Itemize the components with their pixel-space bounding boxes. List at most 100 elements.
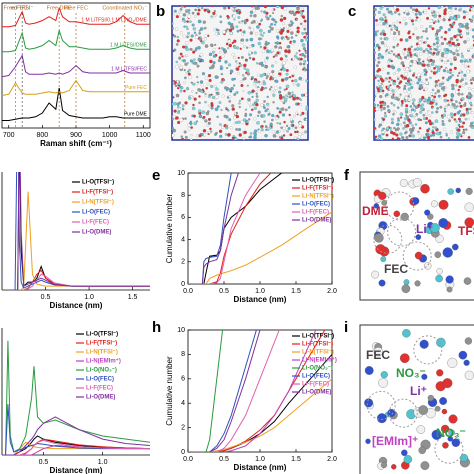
atom <box>412 178 422 187</box>
atom <box>256 73 260 77</box>
atom <box>469 107 472 111</box>
atom <box>239 80 243 83</box>
atom <box>430 70 433 73</box>
atom <box>398 96 401 99</box>
atom <box>249 31 253 35</box>
atom <box>244 108 248 111</box>
atom <box>246 72 250 76</box>
atom <box>469 19 474 23</box>
legend-label: Li-F(FEC) <box>82 220 109 226</box>
atom <box>463 73 467 77</box>
atom <box>374 13 376 17</box>
atom <box>173 109 177 113</box>
atom <box>275 6 280 9</box>
atom <box>427 109 430 113</box>
atom <box>427 119 432 123</box>
series-label: 1 M LiTFSI/DME <box>110 43 148 49</box>
atom <box>254 85 258 88</box>
atom <box>451 74 454 77</box>
atom <box>446 114 451 119</box>
atom <box>429 47 432 50</box>
atom <box>263 10 267 14</box>
atom <box>467 96 471 100</box>
molecule-label: FEC <box>384 262 408 276</box>
atom <box>383 114 388 118</box>
atom <box>403 11 406 14</box>
atom <box>462 130 466 134</box>
atom <box>435 85 439 89</box>
atom <box>381 18 384 21</box>
atom <box>447 18 451 22</box>
atom <box>280 78 285 82</box>
atom <box>201 110 206 114</box>
atom <box>434 92 437 95</box>
atom <box>431 107 434 110</box>
atom <box>247 101 251 105</box>
atom <box>219 51 222 54</box>
atom <box>172 117 174 121</box>
atom <box>259 33 263 36</box>
atom <box>181 86 184 90</box>
atom <box>392 22 396 26</box>
molecule <box>371 178 474 294</box>
solvation-shell <box>413 335 443 365</box>
atom <box>175 64 179 69</box>
atom <box>394 11 397 14</box>
series-label: Pure FEC <box>125 85 147 91</box>
atom <box>395 70 399 74</box>
atom <box>427 57 430 60</box>
atom <box>462 128 465 131</box>
atom <box>419 52 423 56</box>
atom <box>464 337 473 345</box>
atom <box>462 16 466 20</box>
atom <box>412 60 417 64</box>
atom <box>394 26 398 30</box>
atom <box>380 55 385 59</box>
atom <box>296 7 300 11</box>
atom <box>463 359 470 366</box>
atom <box>296 29 300 34</box>
series-line <box>188 330 317 452</box>
atom <box>227 21 231 25</box>
x-tick-label: 1100 <box>136 132 151 139</box>
atom <box>371 270 380 279</box>
atom <box>201 7 204 10</box>
atom <box>267 29 271 34</box>
series-line <box>2 416 150 455</box>
atom <box>448 414 458 424</box>
atom <box>401 449 408 457</box>
atom <box>455 44 458 47</box>
atom <box>379 77 383 81</box>
atom <box>442 18 446 22</box>
atom <box>243 66 247 70</box>
series-line <box>2 54 150 78</box>
atom <box>174 84 178 88</box>
atom <box>436 38 440 42</box>
atom <box>187 72 191 76</box>
atom <box>197 6 200 9</box>
atom <box>411 110 415 114</box>
atom <box>402 127 405 130</box>
atom <box>292 12 297 17</box>
atom <box>396 106 400 109</box>
atom <box>205 111 210 116</box>
x-tick-label: 0.5 <box>219 456 229 463</box>
atom <box>179 12 183 17</box>
atom <box>292 126 295 130</box>
atom <box>266 102 270 106</box>
atom <box>249 135 253 139</box>
atom <box>407 47 412 51</box>
atom <box>190 134 193 137</box>
atom <box>411 197 420 205</box>
atom <box>434 251 442 258</box>
atom <box>462 62 465 66</box>
atom <box>204 44 209 48</box>
atom <box>441 116 444 119</box>
series-line <box>2 439 150 455</box>
atom <box>434 80 438 83</box>
atom <box>389 84 392 87</box>
atom <box>255 90 258 93</box>
atom <box>240 97 244 101</box>
atom <box>434 99 438 103</box>
atom <box>227 109 230 112</box>
